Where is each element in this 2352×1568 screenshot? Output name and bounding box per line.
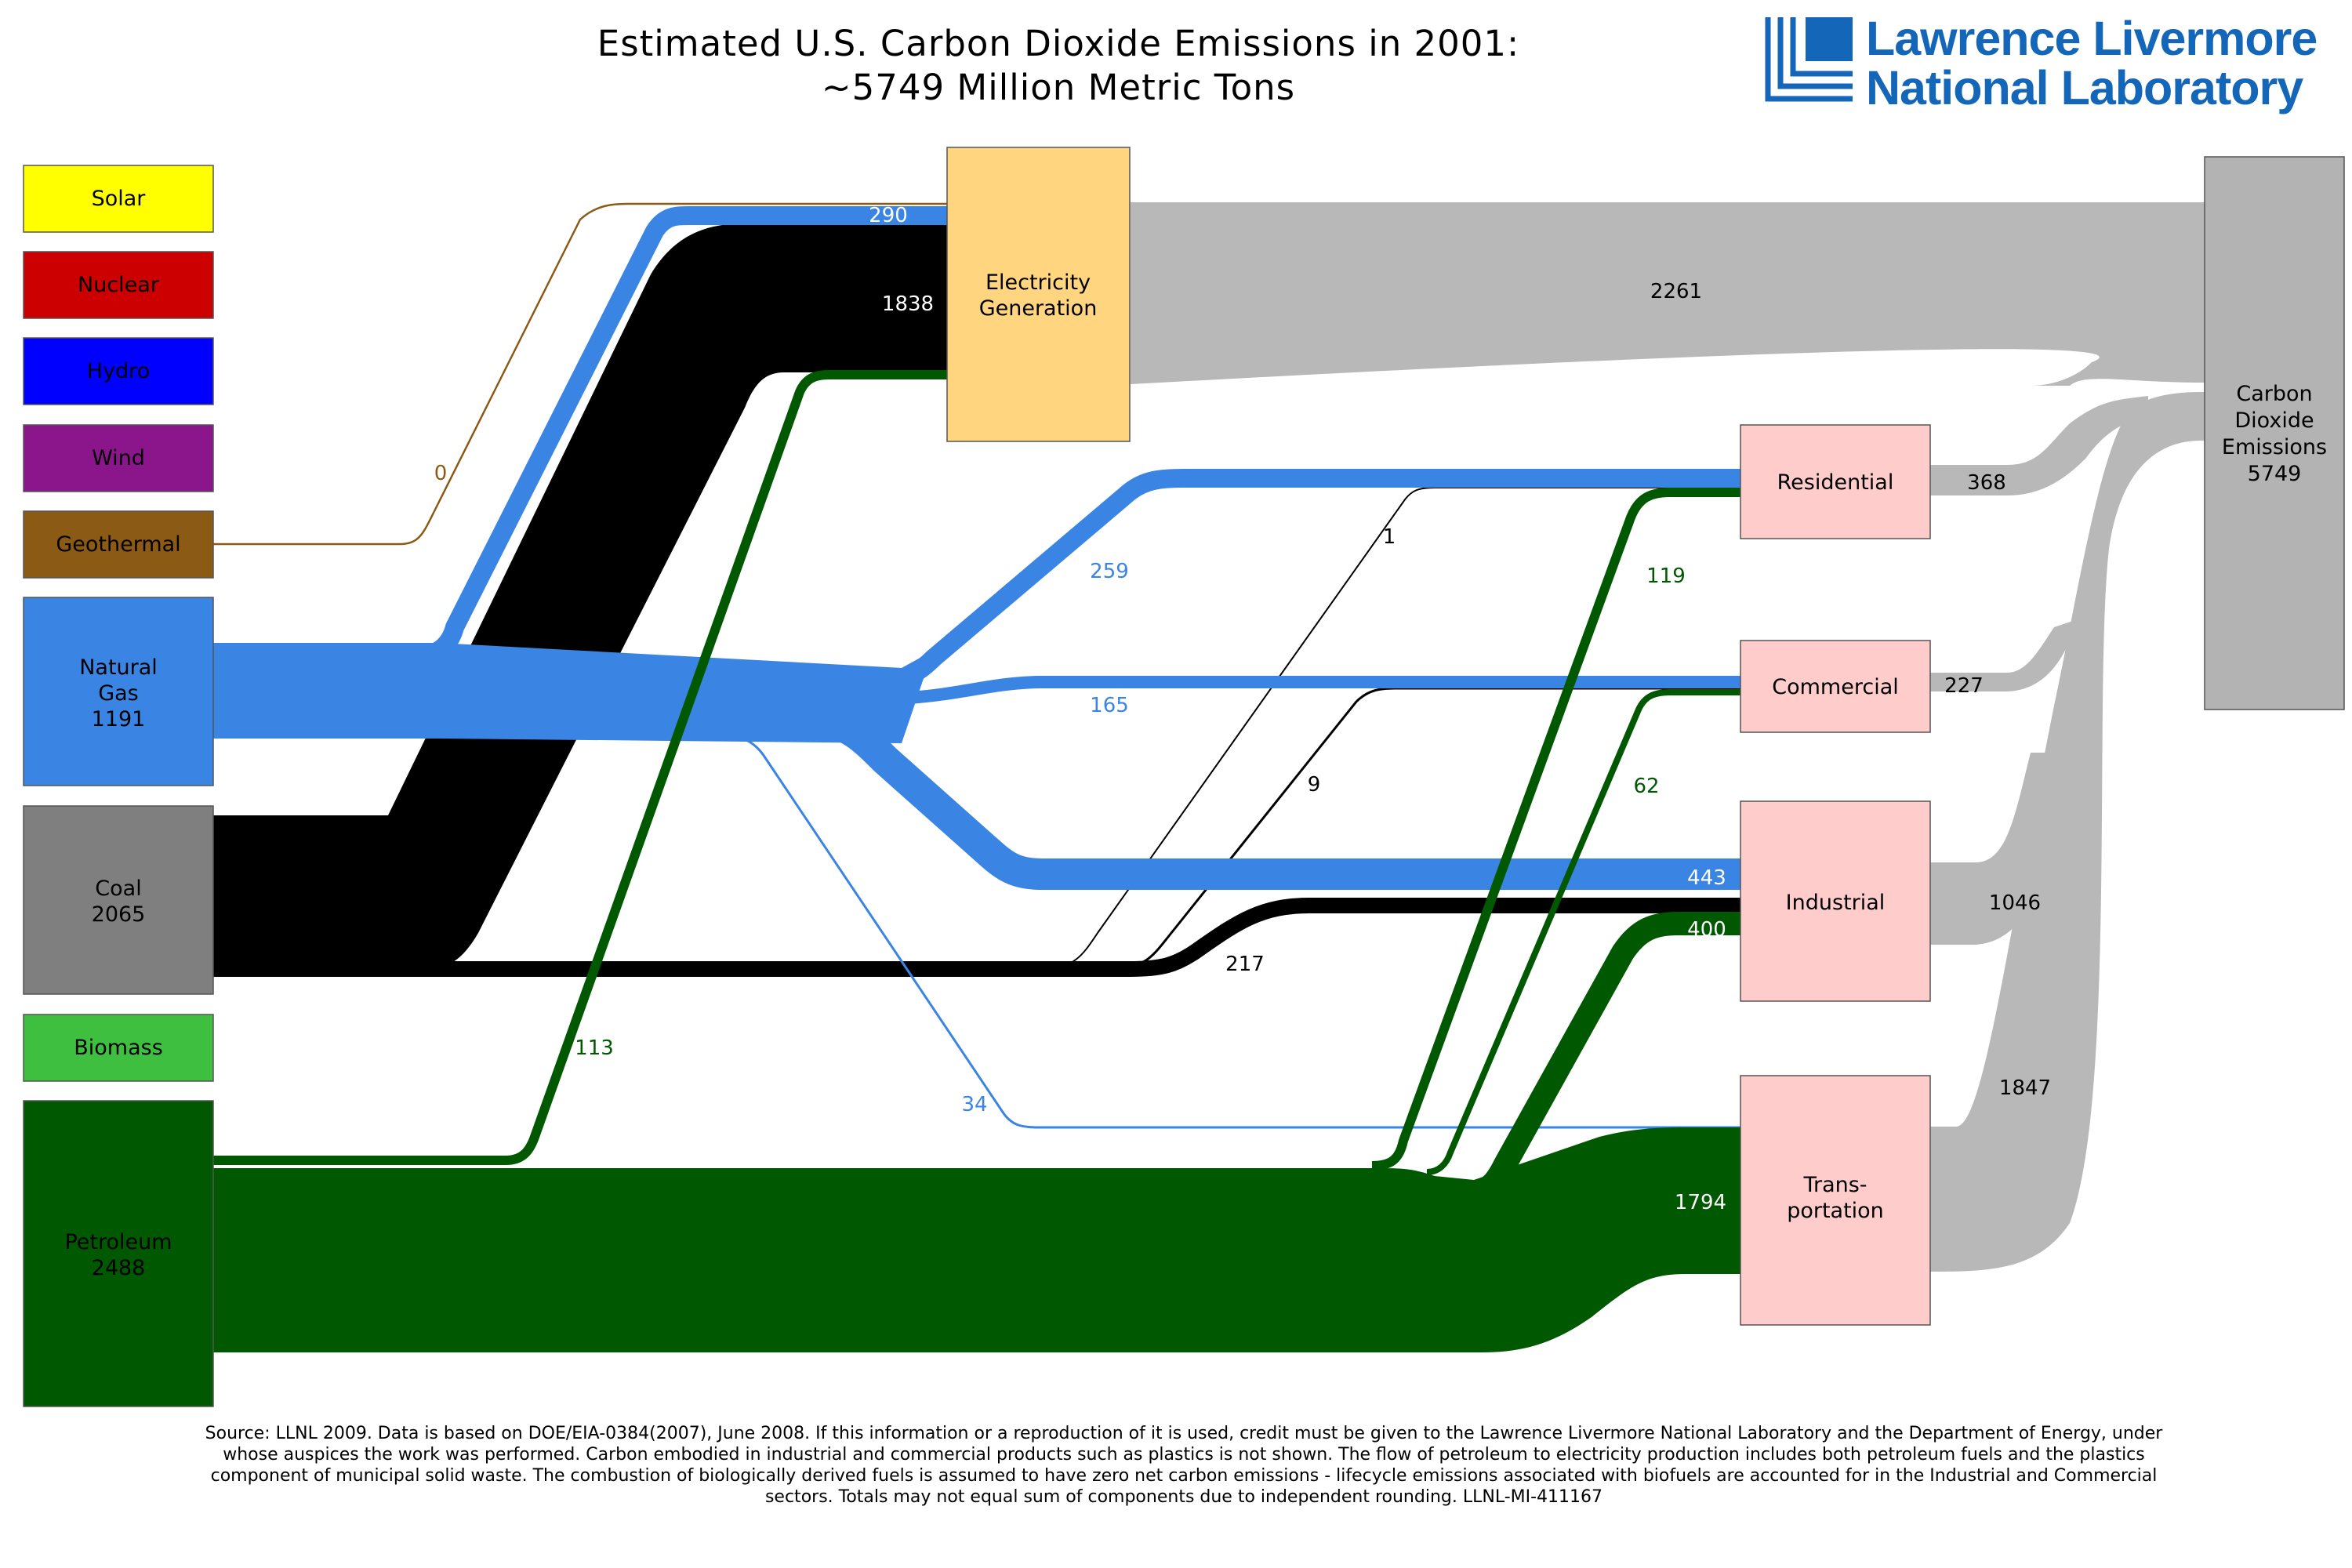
solar-box xyxy=(23,165,214,233)
flow-label-coal-com: 9 xyxy=(1308,773,1321,797)
logo-line-1: Lawrence Livermore xyxy=(1866,12,2318,65)
coal-value: 2065 xyxy=(92,902,146,927)
flow-commercial-co2 xyxy=(1930,619,2078,691)
transportation-label-2: portation xyxy=(1787,1199,1884,1223)
petroleum-box xyxy=(23,1100,214,1407)
title-line-2: ~5749 Million Metric Tons xyxy=(821,67,1296,108)
co2-value: 5749 xyxy=(2248,462,2302,486)
residential-label: Residential xyxy=(1777,470,1894,495)
flow-geothermal-electricity xyxy=(213,202,947,546)
hydro-box xyxy=(23,337,214,405)
co2-emissions-box xyxy=(2204,156,2345,710)
flow-label-trans-co2: 1847 xyxy=(1999,1076,2051,1100)
flow-label-pet-trans: 1794 xyxy=(1675,1191,1726,1214)
natural-gas-label-1: Natural xyxy=(79,655,158,680)
natural-gas-box xyxy=(23,597,214,786)
flow-label-gas-com: 165 xyxy=(1090,694,1129,717)
industrial-label: Industrial xyxy=(1786,891,1886,915)
flow-label-elec-co2: 2261 xyxy=(1650,280,1702,303)
flow-transportation-co2 xyxy=(1930,392,2205,1272)
commercial-box xyxy=(1740,640,1931,733)
residential-box xyxy=(1740,424,1931,539)
hydro-label: Hydro xyxy=(87,359,150,383)
transportation-label-1: Trans- xyxy=(1802,1173,1867,1197)
flow-value-labels: 0 290 1838 113 2261 259 1 119 368 165 9 … xyxy=(434,204,2051,1214)
transportation-box xyxy=(1740,1075,1931,1326)
petroleum-flows xyxy=(213,370,1740,1352)
nuclear-label: Nuclear xyxy=(78,273,160,297)
flow-label-pet-ind: 400 xyxy=(1687,918,1726,942)
flow-gas-branch-fill xyxy=(439,643,933,743)
co2-label-1: Carbon xyxy=(2236,382,2312,406)
coal-label: Coal xyxy=(95,877,141,901)
flow-electricity-co2 xyxy=(1131,202,2205,386)
co2-label-2: Dioxide xyxy=(2234,408,2314,433)
flow-residential-co2 xyxy=(1930,396,2148,495)
electricity-generation-box xyxy=(946,147,1131,442)
gas-flows xyxy=(213,206,1740,1129)
biomass-box xyxy=(23,1014,214,1082)
llnl-logo-icon xyxy=(1765,17,1853,102)
flow-label-coal-ind: 217 xyxy=(1225,953,1265,976)
flow-coal-industrial xyxy=(213,898,1740,977)
llnl-logo: Lawrence Livermore National Laboratory xyxy=(1760,14,2344,116)
geothermal-box xyxy=(23,510,214,579)
biomass-label: Biomass xyxy=(74,1036,163,1060)
flow-label-pet-res: 119 xyxy=(1646,564,1686,588)
flow-label-pet-com: 62 xyxy=(1633,775,1659,798)
flow-label-gas-res: 259 xyxy=(1090,560,1129,583)
coal-flows xyxy=(213,223,1740,977)
flow-label-coal-res: 1 xyxy=(1383,525,1396,549)
natural-gas-label-2: Gas xyxy=(98,681,139,706)
flow-petroleum-commercial xyxy=(1426,689,1740,1175)
coal-box xyxy=(23,805,214,995)
petroleum-label: Petroleum xyxy=(64,1230,172,1254)
flow-label-ind-co2: 1046 xyxy=(1989,891,2041,915)
flow-petroleum-transportation-fill xyxy=(213,1127,1740,1352)
electricity-generation-label-2: Generation xyxy=(979,296,1098,321)
flow-label-gas-trans: 34 xyxy=(961,1093,987,1116)
solar-label: Solar xyxy=(92,187,147,211)
logo-line-2: National Laboratory xyxy=(1866,61,2303,114)
sink-boxes xyxy=(946,147,2345,1326)
flow-label-geo-elec: 0 xyxy=(434,462,448,485)
industrial-box xyxy=(1740,800,1931,1002)
title-line-1: Estimated U.S. Carbon Dioxide Emissions … xyxy=(597,23,1520,64)
commercial-label: Commercial xyxy=(1772,675,1899,699)
source-boxes xyxy=(23,165,214,1407)
chart-title: Estimated U.S. Carbon Dioxide Emissions … xyxy=(392,22,1725,110)
wind-box xyxy=(23,424,214,492)
electricity-generation-label-1: Electricity xyxy=(985,270,1091,295)
wind-label: Wind xyxy=(92,446,145,470)
nuclear-box xyxy=(23,251,214,319)
flow-coal-residential xyxy=(1042,487,1740,969)
flow-label-coal-elec: 1838 xyxy=(882,292,934,316)
flow-coal-electricity-fill xyxy=(213,223,947,968)
flow-label-res-co2: 368 xyxy=(1967,471,2006,495)
flow-petroleum-residential xyxy=(1371,488,1740,1171)
natural-gas-value: 1191 xyxy=(92,707,146,731)
flow-label-gas-elec: 290 xyxy=(869,204,908,227)
geothermal-label: Geothermal xyxy=(56,532,180,557)
co2-flows xyxy=(1131,202,2205,1272)
flow-gas-source-band xyxy=(213,643,456,739)
flow-label-com-co2: 227 xyxy=(1944,674,1984,698)
co2-label-3: Emissions xyxy=(2222,435,2327,459)
flow-label-pet-elec: 113 xyxy=(575,1036,614,1060)
flow-label-gas-ind: 443 xyxy=(1687,866,1726,890)
box-labels: Solar Nuclear Hydro Wind Geothermal Natu… xyxy=(56,187,2327,1280)
flow-petroleum-electricity xyxy=(213,370,947,1165)
petroleum-value: 2488 xyxy=(92,1256,146,1280)
source-note: Source: LLNL 2009. Data is based on DOE/… xyxy=(205,1424,2163,1507)
flow-gas-commercial xyxy=(213,676,1740,704)
